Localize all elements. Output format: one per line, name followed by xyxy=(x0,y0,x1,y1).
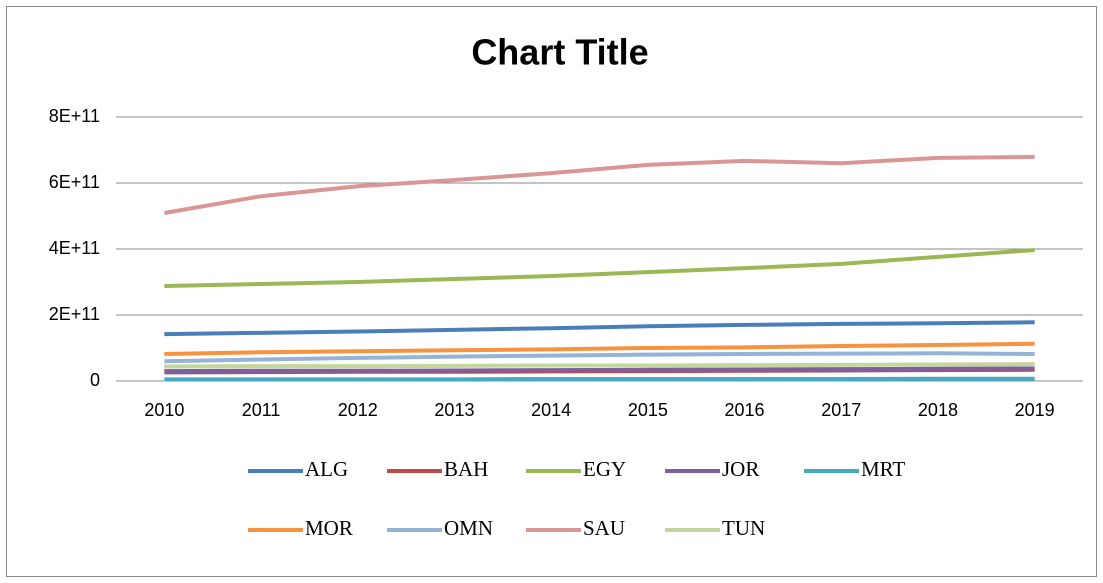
x-tick-label: 2010 xyxy=(144,400,184,420)
x-tick-label: 2012 xyxy=(338,400,378,420)
line-series xyxy=(164,320,1035,337)
legend-label: EGY xyxy=(583,457,626,481)
line-series xyxy=(164,376,1035,382)
y-tick-label: 8E+11 xyxy=(49,106,100,126)
x-tick-label: 2016 xyxy=(725,400,765,420)
line-series xyxy=(164,154,1035,216)
y-tick-label: 2E+11 xyxy=(49,304,100,324)
legend-label: ALG xyxy=(305,457,348,481)
x-tick-label: 2013 xyxy=(434,400,474,420)
chart-title: Chart Title xyxy=(471,32,648,73)
x-tick-label: 2011 xyxy=(242,400,281,420)
legend-label: MRT xyxy=(861,457,905,481)
line-series xyxy=(164,247,1035,288)
x-tick-label: 2017 xyxy=(821,400,861,420)
legend-label: BAH xyxy=(444,457,488,481)
x-tick-label: 2015 xyxy=(628,400,668,420)
x-tick-label: 2019 xyxy=(1015,400,1055,420)
line-series xyxy=(164,366,1035,374)
x-tick-label: 2018 xyxy=(918,400,958,420)
chart-border xyxy=(6,6,1097,577)
x-tick-label: 2014 xyxy=(531,400,571,420)
line-series xyxy=(164,351,1035,364)
legend-label: TUN xyxy=(722,516,765,540)
y-tick-label: 4E+11 xyxy=(49,238,100,258)
line-series xyxy=(164,341,1035,356)
legend-label: MOR xyxy=(305,516,353,540)
legend-label: SAU xyxy=(583,516,625,540)
legend-label: JOR xyxy=(722,457,759,481)
y-tick-label: 6E+11 xyxy=(49,172,100,192)
y-tick-label: 0 xyxy=(90,370,100,390)
line-series xyxy=(164,362,1035,369)
legend-label: OMN xyxy=(444,516,493,540)
